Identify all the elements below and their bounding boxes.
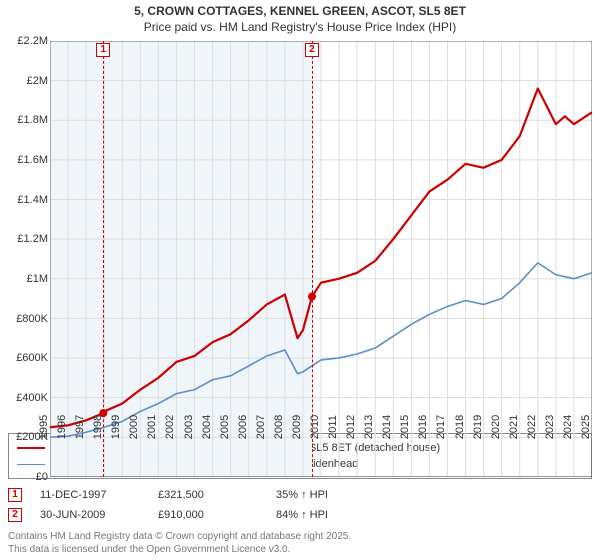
marker-row: 1 11-DEC-1997 £321,500 35% ↑ HPI — [8, 485, 592, 505]
x-tick-label: 1999 — [110, 415, 122, 439]
x-tick-label: 2010 — [309, 415, 321, 439]
x-tick-label: 2007 — [255, 415, 267, 439]
x-tick-label: 2002 — [164, 415, 176, 439]
y-tick-label: £600K — [16, 352, 48, 364]
x-tick-label: 2024 — [562, 415, 574, 439]
x-tick-label: 2011 — [327, 415, 339, 439]
y-tick-label: £1.2M — [17, 233, 48, 245]
x-tick-label: 2012 — [345, 415, 357, 439]
x-tick-label: 2021 — [508, 415, 520, 439]
x-tick-label: 2022 — [526, 415, 538, 439]
marker-vline — [103, 41, 104, 477]
x-tick-label: 2009 — [291, 415, 303, 439]
x-tick-label: 1995 — [38, 415, 50, 439]
y-tick-label: £400K — [16, 392, 48, 404]
marker-row-date: 11-DEC-1997 — [40, 485, 140, 505]
marker-row-pct: 84% ↑ HPI — [276, 505, 376, 525]
marker-row-price: £321,500 — [158, 485, 258, 505]
marker-row-date: 30-JUN-2009 — [40, 505, 140, 525]
marker-vline — [312, 41, 313, 477]
title-sub: Price paid vs. HM Land Registry's House … — [8, 20, 592, 36]
x-tick-label: 2008 — [273, 415, 285, 439]
x-tick-label: 2001 — [146, 415, 158, 439]
x-tick-label: 2013 — [363, 415, 375, 439]
footer: Contains HM Land Registry data © Crown c… — [8, 531, 592, 556]
x-tick-label: 2004 — [201, 415, 213, 439]
marker-box: 2 — [305, 43, 319, 57]
y-axis: £0£200K£400K£600K£800K£1M£1.2M£1.4M£1.6M… — [8, 41, 50, 405]
y-tick-label: £1.6M — [17, 154, 48, 166]
x-tick-label: 2015 — [399, 415, 411, 439]
legend-swatch — [17, 447, 45, 449]
footer-line-1: Contains HM Land Registry data © Crown c… — [8, 531, 592, 544]
x-tick-label: 2017 — [435, 415, 447, 439]
x-axis: 1995199619971998199920002001200220032004… — [50, 405, 592, 427]
x-tick-label: 2006 — [237, 415, 249, 439]
marker-row-box: 2 — [8, 508, 22, 522]
x-tick-label: 2018 — [454, 415, 466, 439]
title-main: 5, CROWN COTTAGES, KENNEL GREEN, ASCOT, … — [8, 4, 592, 20]
x-tick-label: 2003 — [183, 415, 195, 439]
marker-box: 1 — [96, 43, 110, 57]
marker-table: 1 11-DEC-1997 £321,500 35% ↑ HPI 2 30-JUN-200… — [8, 485, 592, 525]
y-tick-label: £2M — [27, 75, 48, 87]
x-tick-label: 1996 — [56, 415, 68, 439]
footer-line-2: This data is licensed under the Open Gov… — [8, 544, 592, 557]
marker-row-pct: 35% ↑ HPI — [276, 485, 376, 505]
x-tick-label: 2000 — [128, 415, 140, 439]
marker-row-price: £910,000 — [158, 505, 258, 525]
y-tick-label: £2.2M — [17, 35, 48, 47]
x-tick-label: 2005 — [219, 415, 231, 439]
marker-row: 2 30-JUN-2009 £910,000 84% ↑ HPI — [8, 505, 592, 525]
y-tick-label: £1.8M — [17, 114, 48, 126]
x-tick-label: 2020 — [490, 415, 502, 439]
x-tick-label: 1997 — [74, 415, 86, 439]
marker-row-box: 1 — [8, 488, 22, 502]
y-tick-label: £800K — [16, 313, 48, 325]
y-tick-label: £1M — [27, 273, 48, 285]
y-tick-label: £1.4M — [17, 194, 48, 206]
y-tick-label: £0 — [36, 471, 48, 483]
x-tick-label: 2014 — [381, 415, 393, 439]
legend-swatch — [17, 464, 45, 465]
x-tick-label: 2025 — [580, 415, 592, 439]
x-tick-label: 2023 — [544, 415, 556, 439]
x-tick-label: 2016 — [417, 415, 429, 439]
x-tick-label: 2019 — [472, 415, 484, 439]
chart-area: £0£200K£400K£600K£800K£1M£1.2M£1.4M£1.6M… — [8, 41, 592, 427]
